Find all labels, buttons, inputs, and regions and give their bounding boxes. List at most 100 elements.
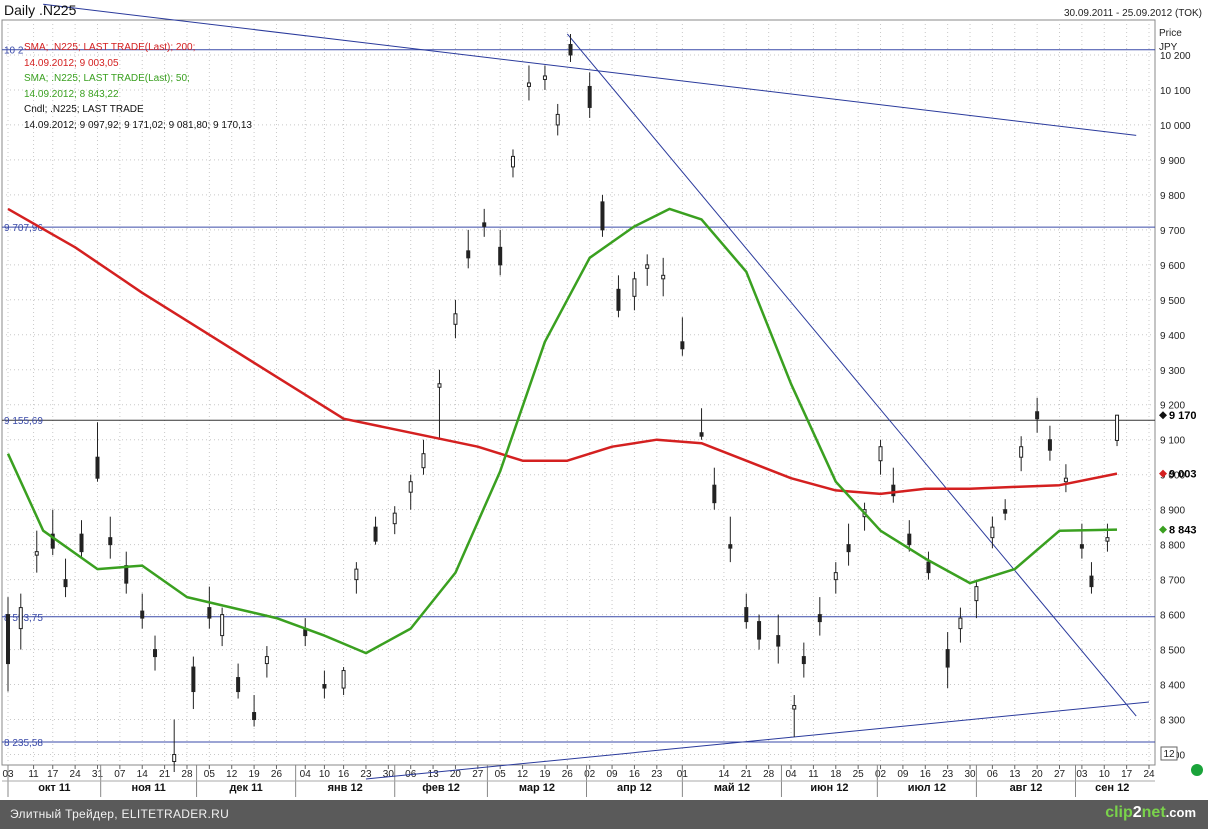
candle-body <box>354 568 359 581</box>
x-tick-label: 13 <box>428 769 440 780</box>
level-label: 9 707,96 <box>4 223 43 234</box>
candle-body <box>699 432 704 437</box>
legend-sma200-line2: 14.09.2012; 9 003,05 <box>24 57 119 69</box>
x-tick-label: 11 <box>808 769 819 780</box>
current-value-label: 9 003 <box>1169 469 1197 481</box>
candle-body <box>466 250 471 259</box>
candle-body <box>542 75 547 80</box>
month-label: апр 12 <box>617 782 652 794</box>
x-tick-label: 03 <box>1076 769 1088 780</box>
month-label: май 12 <box>714 782 750 794</box>
x-tick-label: 24 <box>70 769 82 780</box>
x-tick-label: 20 <box>1032 769 1044 780</box>
candle-body <box>817 614 822 623</box>
x-tick-label: 31 <box>92 769 104 780</box>
candle-body <box>555 113 560 126</box>
candle-body <box>236 677 241 693</box>
trendline <box>566 33 1137 717</box>
legend: SMA; .N225; LAST TRADE(Last); 200; 14.09… <box>24 40 252 133</box>
current-value-marker <box>1159 469 1167 478</box>
current-value-label: 8 843 <box>1169 525 1197 537</box>
candle-body <box>191 666 196 693</box>
candle-body <box>833 572 838 581</box>
y-tick-label: 8 300 <box>1160 716 1185 727</box>
candle-body <box>124 565 129 584</box>
candle-body <box>616 288 621 311</box>
candle-body <box>744 607 749 623</box>
candle-body <box>1079 544 1084 549</box>
candle-body <box>1019 446 1024 458</box>
x-tick-label: 19 <box>539 769 551 780</box>
x-tick-label: 21 <box>741 769 753 780</box>
y-tick-label: 9 000 <box>1160 471 1185 482</box>
x-tick-label: 16 <box>920 769 932 780</box>
candle-body <box>632 278 637 297</box>
y-tick-label: 9 800 <box>1160 191 1185 202</box>
x-tick-label: 14 <box>718 769 730 780</box>
y-tick-label: 9 100 <box>1160 436 1185 447</box>
month-label: фев 12 <box>422 782 460 794</box>
y-tick-label: 8 700 <box>1160 576 1185 587</box>
candle-body <box>482 222 487 227</box>
level-label: 8 235,58 <box>4 738 43 749</box>
candle-body <box>421 453 426 469</box>
candle-body <box>322 684 327 689</box>
x-tick-label: 09 <box>606 769 618 780</box>
candle-body <box>1003 509 1008 514</box>
y-tick-label: 8 600 <box>1160 611 1185 622</box>
x-tick-label: 05 <box>495 769 507 780</box>
current-value-marker <box>1159 525 1167 534</box>
clip2net-logo: clip2net.com <box>1105 804 1196 821</box>
candle-body <box>891 484 896 497</box>
candle-body <box>907 533 912 546</box>
legend-candle-line1: Cndl; .N225; LAST TRADE <box>24 104 144 115</box>
candle-body <box>341 670 346 689</box>
legend-sma200-line1: SMA; .N225; LAST TRADE(Last); 200; <box>24 42 196 53</box>
month-label: сен 12 <box>1095 782 1129 794</box>
candle-body <box>568 43 573 56</box>
chart-title: Daily .N225 <box>4 2 77 18</box>
candle-body <box>437 383 442 388</box>
y-tick-label: 8 500 <box>1160 646 1185 657</box>
x-tick-label: 10 <box>319 769 331 780</box>
month-label: авг 12 <box>1010 782 1043 794</box>
x-tick-label: 11 <box>28 769 39 780</box>
y-tick-label: 10 000 <box>1160 121 1191 132</box>
x-tick-label: 21 <box>159 769 171 780</box>
y-tick-label: 8 400 <box>1160 681 1185 692</box>
counter-box <box>1160 746 1178 761</box>
candle-body <box>661 274 666 280</box>
y-tick-label: 9 300 <box>1160 366 1185 377</box>
candle-body <box>974 586 979 602</box>
level-label: 9 155,69 <box>4 416 43 427</box>
candle-body <box>712 484 717 504</box>
month-label: июл 12 <box>908 782 946 794</box>
candle-body <box>587 85 592 108</box>
x-tick-label: 17 <box>1121 769 1133 780</box>
candle-body <box>153 649 158 658</box>
y-tick-label: 8 900 <box>1160 506 1185 517</box>
candle-body <box>846 544 851 553</box>
legend-sma50-line1: SMA; .N225; LAST TRADE(Last); 50; <box>24 73 190 84</box>
y-tick-label: 10 200 <box>1160 51 1191 62</box>
current-value-label: 9 170 <box>1169 410 1197 422</box>
x-tick-label: 28 <box>763 769 775 780</box>
x-tick-label: 13 <box>1009 769 1021 780</box>
x-tick-label: 20 <box>450 769 462 780</box>
candle-body <box>600 201 605 231</box>
candle-body <box>776 635 781 647</box>
candle-body <box>6 614 10 665</box>
x-tick-label: 12 <box>226 769 238 780</box>
y-tick-label: 9 500 <box>1160 296 1185 307</box>
x-tick-label: 12 <box>517 769 529 780</box>
x-tick-label: 24 <box>1143 769 1155 780</box>
x-tick-label: 06 <box>987 769 999 780</box>
x-tick-label: 09 <box>897 769 909 780</box>
x-tick-label: 14 <box>137 769 149 780</box>
candle-body <box>1105 537 1110 542</box>
month-label: июн 12 <box>810 782 848 794</box>
y-tick-label: 8 800 <box>1160 541 1185 552</box>
plot-area <box>1 19 1156 766</box>
y-tick-label: 9 200 <box>1160 401 1185 412</box>
